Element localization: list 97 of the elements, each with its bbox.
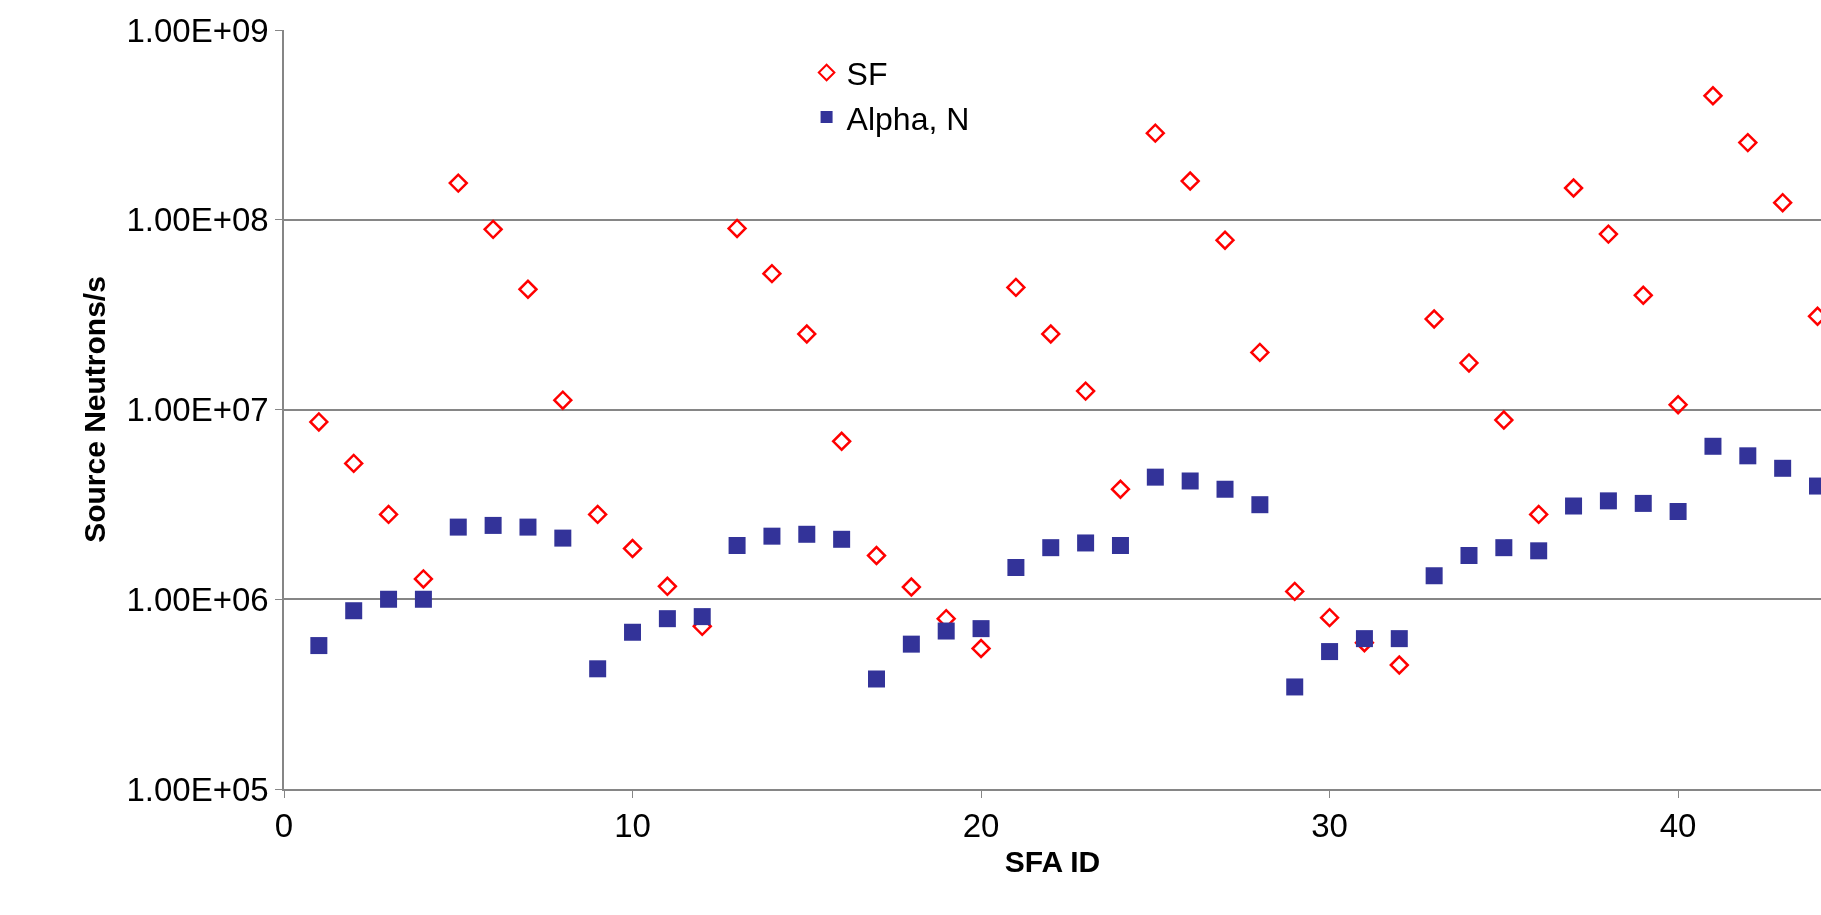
x-tick-label: 10: [614, 807, 651, 845]
point: [624, 623, 642, 641]
point: [833, 530, 851, 548]
point: [1459, 353, 1479, 373]
point: [901, 577, 922, 597]
point: [1424, 309, 1444, 329]
point: [449, 518, 467, 536]
legend-label: Alpha, N: [846, 100, 970, 137]
point: [345, 602, 363, 620]
point: [518, 279, 538, 299]
point: [1599, 492, 1617, 510]
point: [902, 635, 920, 653]
point: [589, 660, 607, 678]
point: [798, 525, 816, 543]
point: [484, 516, 502, 534]
point: [554, 529, 572, 547]
point: [1321, 643, 1339, 661]
point: [380, 590, 398, 608]
point: [1425, 567, 1443, 585]
x-tick-label: 40: [1659, 807, 1697, 845]
point: [1774, 459, 1792, 477]
point: [1495, 539, 1513, 557]
y-tick-label: 1.00E+08: [126, 201, 269, 239]
point: [344, 453, 364, 474]
y-tick-label: 1.00E+09: [126, 11, 269, 49]
point: [658, 610, 676, 628]
point: [1110, 479, 1131, 499]
point: [1460, 547, 1478, 565]
x-tick-label: 30: [1311, 807, 1348, 845]
point: [1251, 496, 1269, 514]
point: [1633, 285, 1653, 305]
point: [1494, 410, 1514, 430]
point: [797, 324, 817, 344]
point: [1286, 678, 1304, 696]
y-tick-label: 1.00E+07: [126, 391, 269, 429]
point: [414, 590, 432, 608]
point: [1007, 559, 1025, 576]
point: [1703, 86, 1723, 106]
point: [1390, 630, 1408, 648]
point: [727, 218, 747, 239]
point: [866, 545, 887, 566]
point: [1006, 277, 1026, 298]
point: [483, 219, 503, 240]
point: [1250, 342, 1270, 363]
x-tick-label: 0: [274, 807, 294, 845]
point: [1668, 395, 1688, 415]
point: [1563, 178, 1584, 198]
point: [1145, 123, 1166, 143]
point: [763, 527, 781, 545]
point: [1077, 534, 1095, 552]
point: [1041, 324, 1061, 344]
point: [413, 569, 434, 589]
point: [1530, 542, 1548, 560]
point: [1528, 504, 1549, 525]
point: [1739, 447, 1757, 465]
point: [553, 390, 573, 410]
point: [519, 518, 537, 536]
point: [1111, 536, 1129, 554]
y-axis-title: Source Neutrons/s: [77, 276, 111, 543]
point: [309, 412, 329, 432]
point: [1075, 381, 1096, 401]
point: [728, 536, 746, 554]
point: [1738, 132, 1758, 153]
point: [1215, 230, 1235, 250]
x-tick-label: 20: [962, 807, 1000, 845]
point: [1389, 655, 1409, 675]
point: [587, 504, 608, 525]
point: [1042, 539, 1060, 557]
point: [657, 576, 678, 597]
point: [1669, 503, 1687, 521]
point: [971, 638, 991, 659]
point: [972, 620, 990, 638]
point: [1565, 497, 1583, 515]
point: [310, 637, 328, 655]
point: [693, 608, 711, 626]
point: [1216, 480, 1234, 498]
x-axis-title: SFA ID: [1004, 845, 1101, 879]
point: [1180, 171, 1200, 191]
point: [762, 263, 782, 284]
point: [867, 670, 885, 688]
point: [1181, 472, 1199, 490]
point: [1772, 192, 1793, 213]
point: [1319, 607, 1340, 628]
point: [1598, 224, 1619, 244]
point: [622, 538, 643, 559]
point: [378, 504, 399, 525]
y-tick-label: 1.00E+05: [126, 770, 269, 808]
point: [448, 173, 468, 193]
point: [831, 431, 852, 451]
legend-label: SF: [846, 55, 888, 92]
point: [1634, 494, 1652, 512]
point: [1355, 630, 1373, 648]
point: [1704, 437, 1722, 455]
point: [937, 622, 955, 640]
y-tick-label: 1.00E+06: [126, 580, 269, 618]
point: [1146, 468, 1164, 486]
point: [1285, 581, 1305, 602]
